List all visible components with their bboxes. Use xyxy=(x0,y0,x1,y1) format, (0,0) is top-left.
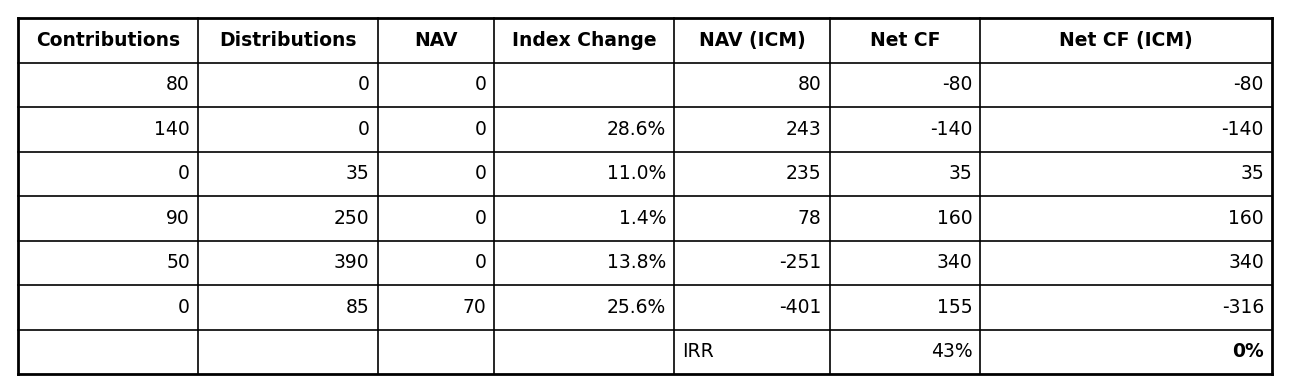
Text: Contributions: Contributions xyxy=(36,31,181,50)
Text: 78: 78 xyxy=(799,209,822,228)
Text: 0: 0 xyxy=(475,253,486,272)
Text: 0: 0 xyxy=(178,298,190,317)
Text: -80: -80 xyxy=(942,75,973,94)
Text: -80: -80 xyxy=(1233,75,1264,94)
Text: Index Change: Index Change xyxy=(512,31,657,50)
Text: 35: 35 xyxy=(346,164,370,183)
Text: 0: 0 xyxy=(475,120,486,139)
Text: 340: 340 xyxy=(937,253,973,272)
Text: IRR: IRR xyxy=(682,342,713,361)
Text: -401: -401 xyxy=(779,298,822,317)
Text: 35: 35 xyxy=(1240,164,1264,183)
Text: 85: 85 xyxy=(346,298,370,317)
Text: -251: -251 xyxy=(779,253,822,272)
Text: 0: 0 xyxy=(357,75,370,94)
Text: NAV (ICM): NAV (ICM) xyxy=(699,31,805,50)
Text: Net CF: Net CF xyxy=(869,31,940,50)
Text: 0: 0 xyxy=(475,164,486,183)
Text: 0: 0 xyxy=(475,209,486,228)
Text: 0%: 0% xyxy=(1232,342,1264,361)
Text: 160: 160 xyxy=(937,209,973,228)
Text: 0: 0 xyxy=(178,164,190,183)
Text: 35: 35 xyxy=(948,164,973,183)
Text: 80: 80 xyxy=(166,75,190,94)
Text: Net CF (ICM): Net CF (ICM) xyxy=(1059,31,1193,50)
Text: 28.6%: 28.6% xyxy=(606,120,666,139)
Text: 43%: 43% xyxy=(931,342,973,361)
Text: 80: 80 xyxy=(799,75,822,94)
Text: 160: 160 xyxy=(1228,209,1264,228)
Text: 390: 390 xyxy=(334,253,370,272)
Text: 50: 50 xyxy=(166,253,190,272)
Text: 140: 140 xyxy=(154,120,190,139)
Text: 1.4%: 1.4% xyxy=(619,209,666,228)
Text: 250: 250 xyxy=(334,209,370,228)
Text: 25.6%: 25.6% xyxy=(606,298,666,317)
Text: 243: 243 xyxy=(786,120,822,139)
Text: 0: 0 xyxy=(475,75,486,94)
Text: NAV: NAV xyxy=(414,31,458,50)
Text: 70: 70 xyxy=(463,298,486,317)
Text: 11.0%: 11.0% xyxy=(606,164,666,183)
Text: 90: 90 xyxy=(166,209,190,228)
Text: 13.8%: 13.8% xyxy=(606,253,666,272)
Text: 235: 235 xyxy=(786,164,822,183)
Text: -316: -316 xyxy=(1222,298,1264,317)
Text: -140: -140 xyxy=(1222,120,1264,139)
Text: Distributions: Distributions xyxy=(219,31,356,50)
Text: -140: -140 xyxy=(930,120,973,139)
Text: 0: 0 xyxy=(357,120,370,139)
Text: 340: 340 xyxy=(1228,253,1264,272)
Text: 155: 155 xyxy=(937,298,973,317)
